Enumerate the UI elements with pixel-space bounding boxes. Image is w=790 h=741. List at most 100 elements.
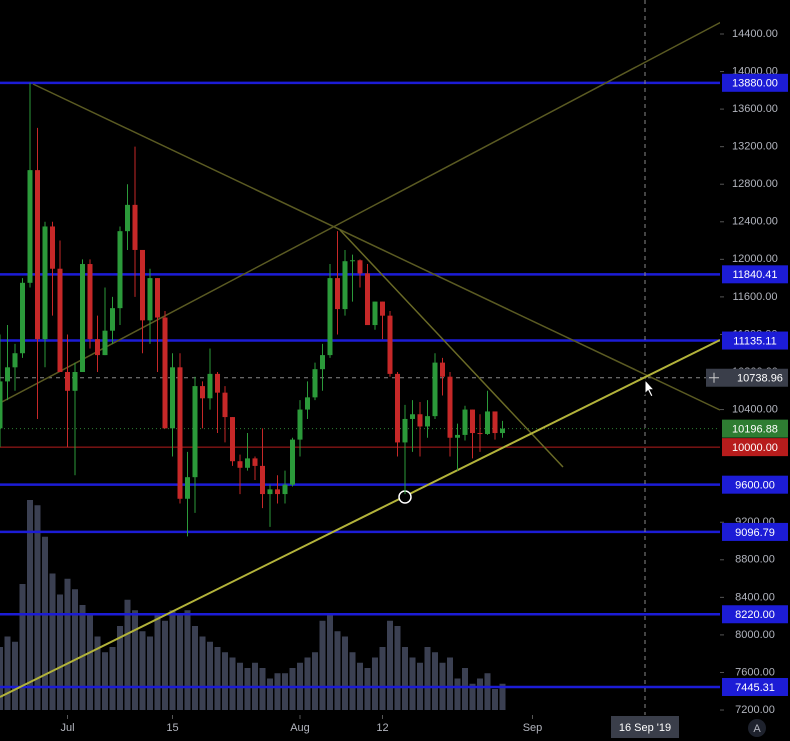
volume-bar [229, 657, 236, 710]
candle-body [462, 409, 468, 435]
volume-bar [177, 615, 183, 710]
crosshair-x-label: 16 Sep '19 [619, 722, 671, 734]
trend-line [32, 83, 721, 411]
volume-bar [184, 610, 191, 710]
drawings [0, 19, 726, 698]
volume-bar [499, 683, 506, 710]
volume-bar [259, 668, 266, 710]
candle-body [402, 418, 408, 443]
candle-body [87, 264, 93, 340]
level-label-bg [722, 677, 788, 696]
level-label: 10196.88 [732, 424, 778, 436]
candle-body [147, 278, 153, 321]
candle-body [50, 226, 55, 269]
volume-bar [312, 652, 318, 710]
level-label-bg [722, 605, 788, 624]
candle-body [432, 362, 438, 417]
y-tick-label: 14400.00 [732, 28, 778, 40]
y-tick-label: 8800.00 [735, 554, 775, 566]
auto-scale-button[interactable] [748, 719, 766, 737]
candle-body [260, 465, 265, 495]
level-label: 7445.31 [735, 682, 775, 694]
candle-body [410, 414, 415, 419]
y-tick-label: 12000.00 [732, 253, 778, 265]
candle-body [80, 264, 85, 373]
volume-bar [469, 683, 476, 710]
level-label-bg [722, 73, 788, 92]
crosshair-x-bg [611, 716, 679, 738]
candle-body [207, 373, 213, 399]
volume-bar [394, 626, 401, 710]
volume-bar [409, 657, 416, 710]
candle-body [200, 386, 205, 399]
volume-bar [462, 668, 468, 710]
candle-body [267, 489, 273, 495]
candle-body [440, 362, 445, 377]
volume-bar [244, 668, 251, 710]
candle-body [492, 411, 498, 434]
candle-body [275, 489, 280, 495]
volume-bar [372, 657, 378, 710]
x-tick-label: 15 [166, 722, 178, 734]
volume-bar [42, 536, 48, 710]
level-label: 8220.00 [735, 609, 775, 621]
candle-body [342, 261, 348, 310]
candle-body [485, 411, 490, 434]
candle-body [477, 433, 483, 435]
candle-body [12, 353, 18, 368]
level-label: 9600.00 [735, 480, 775, 492]
volume-bar [102, 652, 108, 710]
candle-body [95, 339, 100, 356]
candle-body [380, 301, 385, 316]
volume-bar [34, 505, 41, 710]
volume-bar [342, 636, 348, 710]
mouse-cursor [644, 378, 656, 398]
volume-bar [64, 578, 71, 710]
candle-body [117, 231, 123, 309]
volume-bar [289, 668, 296, 710]
volume-bar [72, 589, 78, 710]
candle-body [132, 204, 138, 250]
candle-body [365, 273, 370, 326]
volume-bar [454, 678, 461, 710]
candle-body [72, 372, 78, 391]
volume-bar [402, 647, 408, 710]
level-label: 10000.00 [732, 442, 778, 454]
candle-body [327, 278, 333, 356]
volume-bar [327, 615, 333, 710]
candle-body [290, 439, 295, 485]
volume-bar [387, 620, 393, 710]
trend-line [339, 229, 564, 468]
candle-body [102, 330, 108, 356]
y-tick-label: 12800.00 [732, 178, 778, 190]
y-tick-label: 7200.00 [735, 704, 775, 716]
level-label: 11840.41 [732, 269, 777, 281]
candle-body [65, 372, 70, 391]
candle-body [312, 369, 318, 398]
candle-body [500, 428, 505, 434]
trend-line [0, 19, 726, 404]
candle-body [470, 409, 475, 434]
volume-bar [484, 673, 491, 710]
x-tick-label: Jul [60, 722, 74, 734]
x-tick-label: 12 [376, 722, 388, 734]
candle-body [237, 461, 243, 468]
volume-bar [319, 620, 326, 710]
candle-body [125, 204, 130, 232]
level-label-bg [722, 331, 788, 350]
candle-body [320, 355, 325, 370]
volume-bar [349, 652, 356, 710]
volume-bar [379, 647, 386, 710]
y-tick-label: 13200.00 [732, 141, 778, 153]
auto-scale-label[interactable]: A [753, 723, 761, 735]
volume-bar [424, 647, 431, 710]
candle-body [155, 278, 160, 318]
volume-bar [207, 641, 213, 710]
volume-bar [132, 610, 138, 710]
y-tick-label: 13600.00 [732, 103, 778, 115]
y-tick-label: 14800.00 [732, 0, 778, 2]
crosshair-y-label: 10738.96 [737, 373, 783, 385]
candle-body [140, 249, 145, 321]
